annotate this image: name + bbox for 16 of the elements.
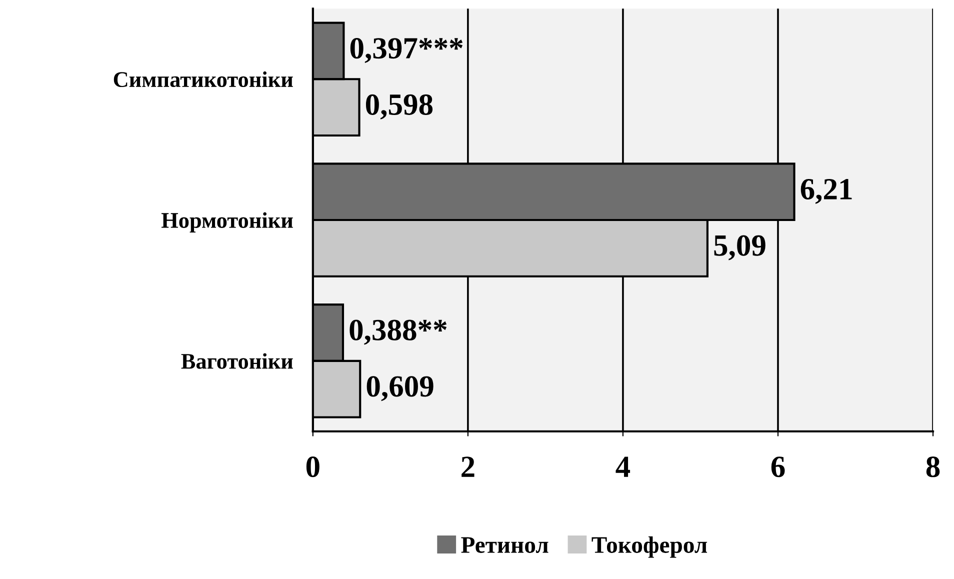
data-label: 6,21 (800, 178, 852, 204)
legend-label: Токоферол (592, 536, 708, 558)
x-tick-label: 2 (462, 456, 474, 477)
y-tick-label: Ваготоніки (181, 353, 293, 369)
x-tick-label: 8 (926, 456, 940, 478)
data-label: 0,397*** (350, 38, 463, 64)
data-label: 0,609 (366, 376, 434, 402)
data-label: 5,09 (714, 235, 766, 260)
x-tick-label: 6 (771, 456, 785, 478)
y-tick-label: Нормотоніки (161, 212, 293, 232)
x-tick-label: 4 (616, 456, 630, 477)
data-label: 0,388** (350, 320, 447, 345)
y-tick-label: Симпатикотоніки (114, 71, 293, 88)
x-tick-label: 0 (306, 456, 320, 478)
data-label: 0,598 (366, 94, 433, 120)
legend-label: Ретинол (461, 537, 548, 553)
